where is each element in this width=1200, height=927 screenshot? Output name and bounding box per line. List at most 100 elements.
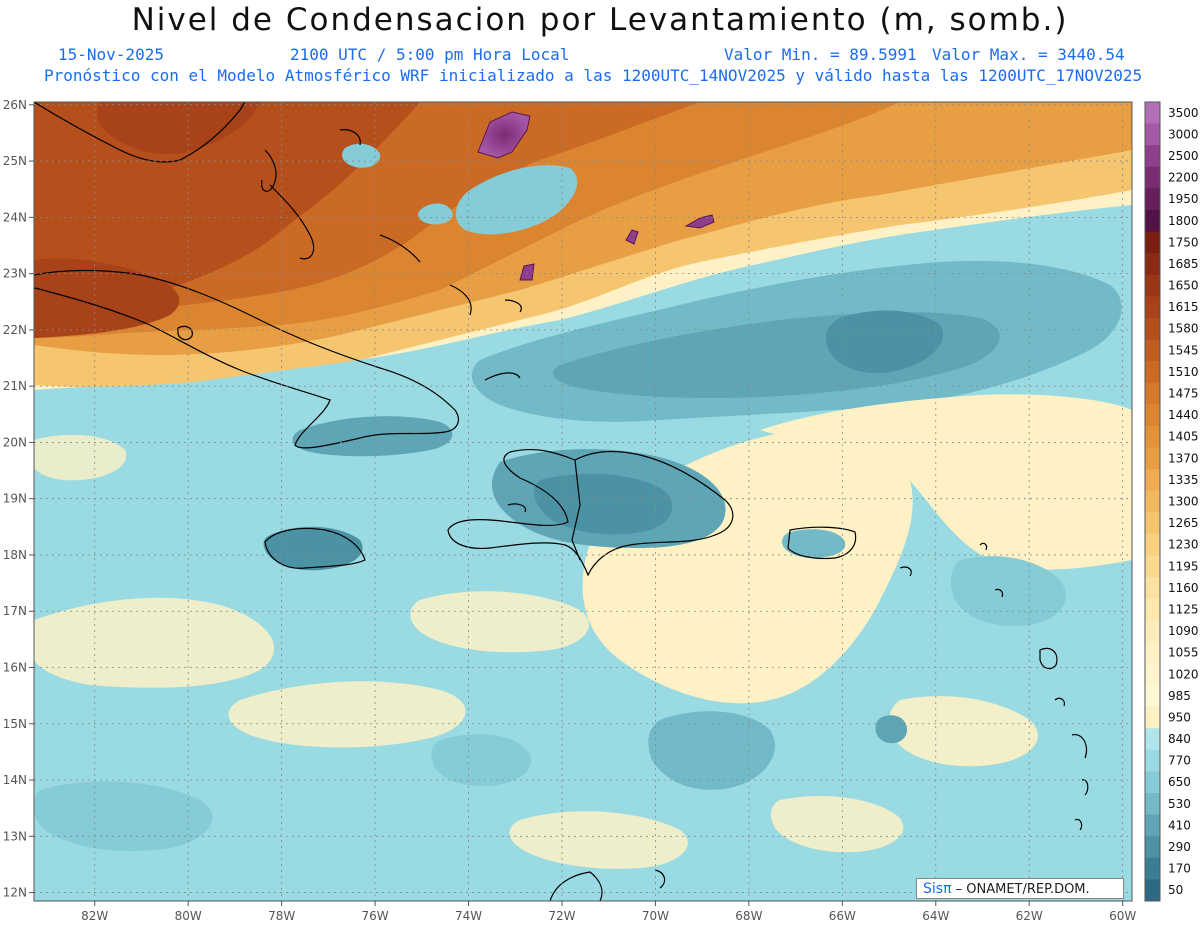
colorbar-label: 3500 — [1168, 106, 1199, 120]
colorbar: 3500 3000 2500 2200 1950 1800 1750 1685 1650 1615… — [1145, 102, 1199, 902]
colorbar-label: 1685 — [1168, 257, 1199, 271]
x-tick-label: 70W — [642, 909, 669, 923]
colorbar-swatch — [1145, 124, 1160, 146]
colorbar-label: 1195 — [1168, 559, 1199, 573]
colorbar-label: 770 — [1168, 754, 1191, 768]
colorbar-swatch — [1145, 145, 1160, 167]
y-tick-label: 24N — [3, 210, 27, 224]
colorbar-label: 1545 — [1168, 343, 1199, 357]
colorbar-swatch — [1145, 836, 1160, 858]
y-tick-label: 14N — [3, 773, 27, 787]
x-tick-label: 72W — [548, 909, 575, 923]
y-tick-label: 13N — [3, 829, 27, 843]
y-tick-label: 23N — [3, 267, 27, 281]
y-tick-label: 26N — [3, 98, 27, 112]
colorbar-label: 1440 — [1168, 408, 1199, 422]
colorbar-label: 950 — [1168, 710, 1191, 724]
colorbar-label: 985 — [1168, 689, 1191, 703]
colorbar-label: 1750 — [1168, 235, 1199, 249]
y-axis: 26N 25N 24N 23N 22N 21N 20N 19N 18N 17N 16N 15N 14N 1… — [3, 98, 34, 900]
credit-text: – ONAMET/REP.DOM. — [956, 882, 1090, 897]
colorbar-label: 1650 — [1168, 279, 1199, 293]
colorbar-swatch — [1145, 426, 1160, 448]
colorbar-swatch — [1145, 188, 1160, 210]
colorbar-swatch — [1145, 534, 1160, 556]
credit-box: Sisπ – ONAMET/REP.DOM. — [916, 878, 1124, 899]
colorbar-swatch — [1145, 555, 1160, 577]
x-tick-label: 78W — [268, 909, 295, 923]
colorbar-label: 1475 — [1168, 387, 1199, 401]
colorbar-label: 1055 — [1168, 646, 1199, 660]
colorbar-label: 1510 — [1168, 365, 1199, 379]
colorbar-label: 1300 — [1168, 495, 1199, 509]
colorbar-label: 410 — [1168, 818, 1191, 832]
colorbar-label: 1160 — [1168, 581, 1199, 595]
colorbar-swatch — [1145, 728, 1160, 750]
colorbar-swatch — [1145, 685, 1160, 707]
colorbar-swatch — [1145, 361, 1160, 383]
y-tick-label: 20N — [3, 435, 27, 449]
colorbar-swatch — [1145, 469, 1160, 491]
colorbar-swatch — [1145, 318, 1160, 340]
colorbar-label: 1265 — [1168, 516, 1199, 530]
colorbar-label: 1335 — [1168, 473, 1199, 487]
colorbar-swatch — [1145, 707, 1160, 729]
colorbar-swatch — [1145, 879, 1160, 901]
colorbar-swatch — [1145, 253, 1160, 275]
colorbar-swatch — [1145, 167, 1160, 189]
y-tick-label: 19N — [3, 492, 27, 506]
y-tick-label: 12N — [3, 886, 27, 900]
field-layer — [34, 102, 1132, 901]
colorbar-swatch — [1145, 383, 1160, 405]
colorbar-label: 1580 — [1168, 322, 1199, 336]
sisp-logo: Sisπ — [923, 881, 952, 897]
colorbar-label: 170 — [1168, 862, 1191, 876]
x-tick-label: 80W — [175, 909, 202, 923]
x-tick-label: 76W — [362, 909, 389, 923]
colorbar-label: 530 — [1168, 797, 1191, 811]
colorbar-swatch — [1145, 340, 1160, 362]
colorbar-swatch — [1145, 275, 1160, 297]
colorbar-label: 1020 — [1168, 667, 1199, 681]
x-tick-label: 66W — [829, 909, 856, 923]
colorbar-swatch — [1145, 771, 1160, 793]
colorbar-label: 50 — [1168, 883, 1183, 897]
colorbar-swatch — [1145, 750, 1160, 772]
colorbar-label: 1950 — [1168, 192, 1199, 206]
colorbar-swatch — [1145, 599, 1160, 621]
colorbar-label: 1615 — [1168, 300, 1199, 314]
x-tick-label: 74W — [455, 909, 482, 923]
colorbar-label: 1090 — [1168, 624, 1199, 638]
y-tick-label: 22N — [3, 323, 27, 337]
colorbar-label: 1230 — [1168, 538, 1199, 552]
colorbar-swatch — [1145, 404, 1160, 426]
colorbar-label: 650 — [1168, 775, 1191, 789]
colorbar-swatch — [1145, 296, 1160, 318]
y-tick-label: 25N — [3, 154, 27, 168]
colorbar-swatch — [1145, 642, 1160, 664]
colorbar-label: 2500 — [1168, 149, 1199, 163]
colorbar-swatch — [1145, 663, 1160, 685]
colorbar-swatch — [1145, 815, 1160, 837]
colorbar-label: 1800 — [1168, 214, 1199, 228]
colorbar-label: 840 — [1168, 732, 1191, 746]
x-tick-label: 62W — [1016, 909, 1043, 923]
colorbar-label: 1370 — [1168, 451, 1199, 465]
colorbar-swatch — [1145, 491, 1160, 513]
colorbar-swatch — [1145, 232, 1160, 254]
colorbar-swatch — [1145, 620, 1160, 642]
colorbar-swatch — [1145, 448, 1160, 470]
colorbar-label: 1125 — [1168, 602, 1199, 616]
colorbar-label: 2200 — [1168, 171, 1199, 185]
x-tick-label: 64W — [922, 909, 949, 923]
y-tick-label: 17N — [3, 604, 27, 618]
y-tick-label: 15N — [3, 717, 27, 731]
colorbar-label: 1405 — [1168, 430, 1199, 444]
colorbar-label: 3000 — [1168, 127, 1199, 141]
y-tick-label: 16N — [3, 660, 27, 674]
y-tick-label: 18N — [3, 548, 27, 562]
x-tick-label: 82W — [81, 909, 108, 923]
y-tick-label: 21N — [3, 379, 27, 393]
x-axis: 82W 80W 78W 76W 74W 72W 70W 68W 66W 64W 62W 60W — [81, 901, 1136, 923]
